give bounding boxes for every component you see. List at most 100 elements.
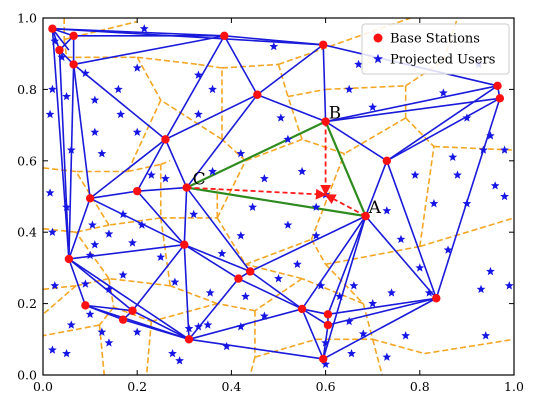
delaunay-edge bbox=[51, 28, 70, 260]
delaunay-edge bbox=[89, 138, 166, 199]
delaunay-edge bbox=[183, 244, 190, 340]
projected-user-point bbox=[132, 127, 142, 136]
projected-user-point bbox=[382, 206, 392, 215]
x-tick-label: 0.2 bbox=[127, 379, 147, 394]
y-tick-label: 0.6 bbox=[17, 153, 37, 168]
projected-user-point bbox=[90, 95, 100, 104]
delaunay-edge bbox=[52, 27, 324, 46]
projected-user-point bbox=[170, 277, 180, 286]
movement-arrow bbox=[186, 186, 327, 200]
projected-user-point bbox=[116, 109, 126, 119]
projected-user-point bbox=[476, 284, 486, 294]
projected-user-point bbox=[156, 252, 166, 261]
projected-user-point bbox=[189, 209, 199, 219]
projected-user-point bbox=[48, 345, 57, 354]
voronoi-edge bbox=[145, 321, 153, 375]
projected-user-point bbox=[184, 323, 194, 333]
base-station-point bbox=[64, 254, 74, 264]
base-station-point bbox=[323, 310, 333, 319]
base-station-point bbox=[382, 156, 392, 165]
projected-user-point bbox=[248, 202, 257, 211]
delaunay-edge bbox=[183, 187, 188, 245]
y-axis-ticks: 0.0 0.2 0.4 0.6 0.8 1.0 bbox=[17, 11, 514, 383]
delaunay-edge bbox=[186, 94, 258, 189]
delaunay-edge bbox=[73, 35, 225, 66]
base-station-point bbox=[182, 183, 191, 192]
projected-user-point bbox=[321, 359, 330, 369]
projected-user-point bbox=[194, 322, 203, 331]
projected-user-point bbox=[283, 134, 293, 144]
base-station-point bbox=[323, 320, 333, 330]
voronoi-edge bbox=[169, 285, 218, 305]
voronoi-edge bbox=[245, 238, 312, 266]
projected-user-point bbox=[57, 52, 67, 61]
projected-user-point bbox=[194, 109, 203, 119]
delaunay-edge bbox=[435, 98, 501, 299]
base-station-point bbox=[180, 240, 189, 249]
projected-user-point bbox=[97, 327, 107, 336]
y-tick-label: 0.8 bbox=[17, 82, 37, 97]
voronoi-edge bbox=[424, 338, 514, 355]
highlight-edge bbox=[324, 121, 367, 217]
voronoi-edge bbox=[245, 138, 303, 162]
delaunay-edge bbox=[301, 215, 367, 310]
delaunay-edge bbox=[51, 28, 70, 51]
voronoi-edge bbox=[287, 96, 303, 140]
projected-user-point bbox=[311, 202, 321, 211]
voronoi-edge bbox=[325, 245, 420, 266]
legend: Base Stations Projected Users bbox=[361, 23, 510, 75]
projected-user-point bbox=[175, 356, 184, 365]
base-station-point bbox=[128, 306, 137, 315]
projected-user-point bbox=[139, 24, 149, 33]
projected-user-point bbox=[368, 299, 378, 308]
delaunay-edge bbox=[327, 297, 437, 316]
voronoi-edge bbox=[43, 227, 77, 233]
voronoi-edge bbox=[98, 306, 115, 326]
voronoi-edge bbox=[137, 56, 199, 66]
delaunay-edge bbox=[327, 215, 367, 315]
legend-projected-user-marker bbox=[373, 53, 383, 64]
base-station-point bbox=[184, 335, 194, 344]
delaunay-edge bbox=[364, 160, 388, 217]
voronoi-edge bbox=[325, 85, 406, 91]
projected-user-point bbox=[438, 88, 448, 97]
base-stations-series bbox=[48, 24, 505, 364]
projected-user-point bbox=[97, 149, 107, 158]
projected-user-point bbox=[205, 288, 215, 297]
projected-user-point bbox=[335, 291, 345, 301]
projected-user-point bbox=[453, 170, 462, 179]
projected-user-point bbox=[490, 181, 500, 190]
voronoi-edge bbox=[43, 324, 100, 337]
delaunay-edge bbox=[188, 308, 303, 341]
projected-user-point bbox=[415, 263, 425, 272]
y-tick-label: 0.2 bbox=[17, 296, 37, 311]
projected-user-point bbox=[161, 174, 170, 183]
projected-user-point bbox=[48, 84, 57, 94]
delaunay-edge bbox=[72, 64, 91, 199]
projected-user-point bbox=[90, 240, 100, 249]
projected-user-point bbox=[382, 352, 392, 361]
voronoi-edge bbox=[301, 277, 364, 305]
delaunay-edge bbox=[68, 258, 87, 306]
voronoi-edge bbox=[216, 217, 247, 265]
voronoi-edge bbox=[217, 302, 256, 312]
projected-user-point bbox=[137, 220, 147, 229]
projected-user-point bbox=[486, 266, 495, 276]
delaunay-edge bbox=[322, 297, 437, 360]
delaunay-edge bbox=[325, 97, 500, 123]
delaunay-edge bbox=[122, 318, 190, 341]
delaunay-edge bbox=[186, 187, 251, 272]
projected-user-point bbox=[50, 36, 60, 45]
delaunay-edge bbox=[164, 35, 226, 140]
projected-user-point bbox=[260, 311, 269, 320]
delaunay-edge bbox=[386, 97, 501, 162]
base-station-point bbox=[297, 304, 307, 314]
projected-user-point bbox=[316, 281, 326, 290]
projected-user-point bbox=[118, 270, 128, 279]
voronoi-edge bbox=[160, 160, 171, 166]
highlight-triangle bbox=[186, 120, 367, 218]
base-station-point bbox=[133, 186, 142, 196]
delaunay-edge bbox=[68, 258, 190, 340]
projected-user-point bbox=[274, 274, 283, 283]
voronoi-edge bbox=[344, 117, 407, 155]
